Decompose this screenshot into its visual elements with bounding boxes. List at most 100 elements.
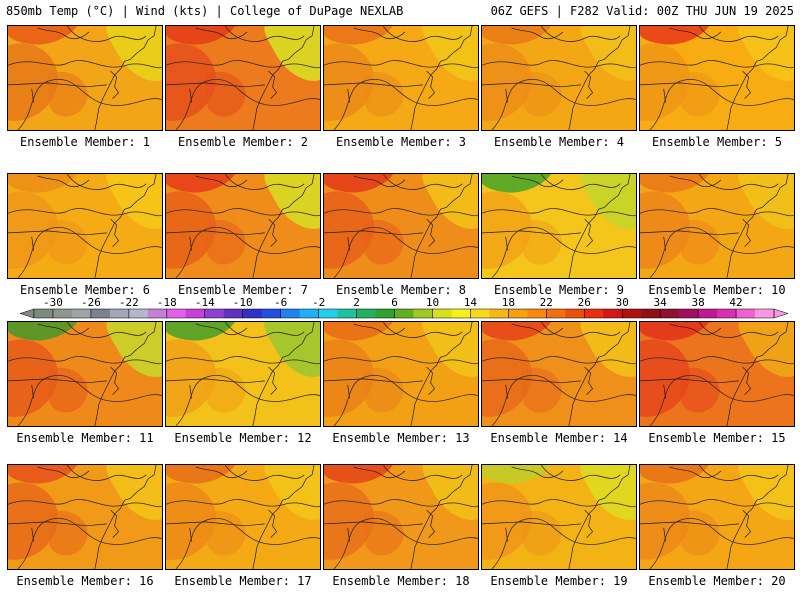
colorbar-swatch [413, 309, 433, 318]
ensemble-map-panel [165, 173, 321, 279]
colorbar-swatch [470, 309, 490, 318]
ensemble-map-panel [7, 173, 163, 279]
colorbar-swatch [261, 309, 282, 318]
colorbar-tick-label: -30 [43, 296, 63, 309]
colorbar-tick-label: -14 [195, 296, 215, 309]
temperature-map [324, 26, 478, 130]
temperature-map [640, 174, 794, 278]
ensemble-member-label: Ensemble Member: 6 [19, 283, 151, 297]
temperature-colorbar: -30 -26 -22 -18 -14 -10 -6 -2 2 6 10 14 18 22 26 30 34 38… [19, 296, 789, 319]
colorbar-swatch [223, 309, 244, 318]
temperature-map [324, 322, 478, 426]
colorbar-tick-label: -22 [119, 296, 139, 309]
colorbar-tick-label: -10 [233, 296, 253, 309]
colorbar-right-arrow [773, 308, 789, 319]
colorbar-swatch [546, 309, 566, 318]
colorbar-swatch [204, 309, 225, 318]
colorbar-tick-label: -6 [274, 296, 287, 309]
ensemble-map-panel [7, 25, 163, 131]
colorbar-tick-label: 26 [578, 296, 591, 309]
colorbar-swatch [755, 309, 775, 318]
ensemble-member-label: Ensemble Member: 2 [177, 135, 309, 149]
colorbar-tick-label: 38 [691, 296, 704, 309]
colorbar-swatch [698, 309, 718, 318]
colorbar-tick-label: -18 [157, 296, 177, 309]
ensemble-member-label: Ensemble Member: 14 [490, 431, 628, 445]
ensemble-member-label: Ensemble Member: 3 [335, 135, 467, 149]
ensemble-member-label: Ensemble Member: 1 [19, 135, 151, 149]
colorbar-swatch [565, 309, 585, 318]
ensemble-map-panel [639, 25, 795, 131]
ensemble-map-panel [7, 321, 163, 427]
ensemble-map-panel [639, 464, 795, 570]
colorbar-swatch [717, 309, 737, 318]
colorbar-swatch [147, 309, 168, 318]
ensemble-member-label: Ensemble Member: 16 [16, 574, 154, 588]
ensemble-map-panel [165, 25, 321, 131]
colorbar-tick-label: 18 [502, 296, 515, 309]
colorbar-tick-label: -2 [312, 296, 325, 309]
ensemble-map-panel [323, 25, 479, 131]
temperature-map [166, 174, 320, 278]
colorbar-swatch [660, 309, 680, 318]
temperature-map [324, 174, 478, 278]
colorbar-tick-label: 6 [391, 296, 398, 309]
ensemble-member-label: Ensemble Member: 13 [332, 431, 470, 445]
ensemble-member-label: Ensemble Member: 20 [648, 574, 786, 588]
ensemble-map-panel [481, 25, 637, 131]
ensemble-member-label: Ensemble Member: 8 [335, 283, 467, 297]
model-run-info: 06Z GEFS | F282 Valid: 00Z THU JUN 19 20… [490, 4, 794, 18]
ensemble-map-panel [639, 173, 795, 279]
ensemble-member-label: Ensemble Member: 12 [174, 431, 312, 445]
ensemble-map-panel [481, 321, 637, 427]
temperature-map [482, 465, 636, 569]
temperature-map [482, 26, 636, 130]
temperature-map [8, 322, 162, 426]
temperature-map [8, 26, 162, 130]
temperature-map [166, 26, 320, 130]
colorbar-swatch [109, 309, 130, 318]
ensemble-member-label: Ensemble Member: 5 [651, 135, 783, 149]
colorbar-tick-label: 14 [464, 296, 478, 309]
colorbar-swatch [337, 309, 357, 318]
temperature-map [640, 322, 794, 426]
ensemble-map-panel [639, 321, 795, 427]
colorbar-swatch [299, 309, 320, 318]
colorbar-swatch [508, 309, 528, 318]
ensemble-member-label: Ensemble Member: 7 [177, 283, 309, 297]
ensemble-map-panel [165, 321, 321, 427]
ensemble-member-label: Ensemble Member: 18 [332, 574, 470, 588]
ensemble-member-label: Ensemble Member: 10 [648, 283, 786, 297]
colorbar-swatch [432, 309, 452, 318]
colorbar-tick-label: -26 [81, 296, 101, 309]
colorbar-swatch [166, 309, 187, 318]
colorbar-swatch [736, 309, 756, 318]
ensemble-member-label: Ensemble Member: 4 [493, 135, 625, 149]
colorbar-swatch [356, 309, 376, 318]
colorbar-left-arrow [19, 308, 35, 319]
colorbar-swatch [584, 309, 604, 318]
colorbar-swatch [318, 309, 338, 318]
ensemble-map-panel [481, 173, 637, 279]
temperature-map [166, 465, 320, 569]
temperature-map [8, 174, 162, 278]
temperature-map [166, 322, 320, 426]
ensemble-member-label: Ensemble Member: 19 [490, 574, 628, 588]
colorbar-swatch [451, 309, 471, 318]
colorbar-swatch [489, 309, 509, 318]
colorbar-swatch [280, 309, 301, 318]
colorbar-swatch [242, 309, 263, 318]
ensemble-map-panel [323, 464, 479, 570]
ensemble-member-label: Ensemble Member: 17 [174, 574, 312, 588]
colorbar-swatch [527, 309, 547, 318]
temperature-map [482, 322, 636, 426]
colorbar-swatch [128, 309, 149, 318]
temperature-map [640, 26, 794, 130]
colorbar-swatch [71, 309, 92, 318]
colorbar-swatch [90, 309, 111, 318]
colorbar-swatch [34, 309, 54, 318]
colorbar-swatch [622, 309, 642, 318]
ensemble-member-label: Ensemble Member: 11 [16, 431, 154, 445]
colorbar-swatch [641, 309, 661, 318]
colorbar-tick-label: 2 [353, 296, 360, 309]
